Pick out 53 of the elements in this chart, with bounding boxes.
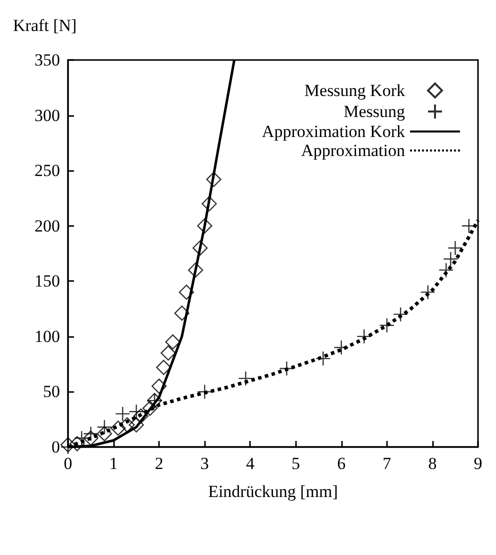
x-tick-label: 8 [428,454,437,473]
y-tick-label: 350 [34,50,60,70]
point [142,400,158,416]
x-tick-label: 9 [474,454,482,473]
point [128,417,144,432]
x-tick-label: 6 [337,454,346,473]
point [83,426,98,442]
y-tick-label: 250 [34,161,60,180]
legend-label: Messung Kork [304,81,406,100]
y-axis-title: Kraft [N] [13,16,77,35]
point [334,340,349,356]
point [120,417,135,432]
point [115,406,130,422]
point [70,436,85,452]
point [152,378,167,394]
x-axis-title: Eindrückung [mm] [208,482,338,501]
y-tick-label: 0 [52,438,60,456]
point [192,240,208,256]
y-tick-label: 50 [43,382,60,402]
legend-label: Approximation [301,141,406,160]
point [133,408,148,424]
point [279,360,294,376]
point [83,430,98,446]
point [448,240,463,256]
point [443,251,458,267]
x-tick-label: 2 [154,454,164,473]
legend-label: Approximation Kork [262,122,406,141]
point [178,284,194,300]
point [165,334,180,350]
y-tick-label: 150 [34,272,60,291]
point [96,426,112,442]
y-tick-label: 300 [34,106,60,125]
point [188,262,204,278]
point [202,196,217,212]
y-tick-label: 200 [34,216,60,236]
point [379,318,394,333]
x-tick-label: 5 [292,454,300,473]
point [160,345,176,361]
x-tick-label: 0 [64,454,72,473]
x-tick-label: 4 [246,454,255,473]
x-tick-label: 3 [200,454,209,473]
x-tick-label: 7 [382,454,392,473]
x-tick-label: 1 [109,454,118,473]
point [96,419,112,435]
point [156,360,172,375]
legend-label: Messung [344,102,406,121]
point [197,218,212,234]
point [392,306,408,322]
point [128,404,144,420]
point [206,172,222,188]
point [174,306,190,321]
y-tick-label: 100 [34,326,60,346]
point [110,420,126,436]
